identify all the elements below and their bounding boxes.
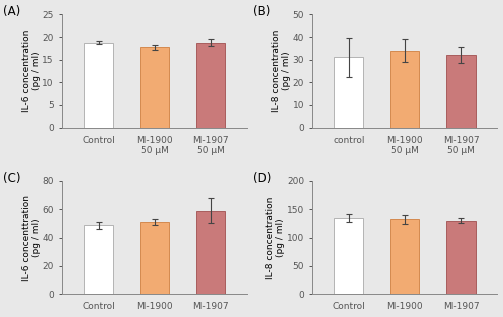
Bar	[334, 218, 363, 294]
Bar	[390, 219, 420, 294]
Text: (D): (D)	[253, 172, 272, 185]
Y-axis label: IL-6 concenttration
(pg / ml): IL-6 concenttration (pg / ml)	[22, 195, 41, 281]
Bar	[334, 57, 363, 128]
Y-axis label: IL-8 concentration
(pg / ml): IL-8 concentration (pg / ml)	[266, 196, 285, 279]
Bar	[84, 42, 113, 128]
Text: (C): (C)	[3, 172, 21, 185]
Bar	[446, 55, 475, 128]
Text: (A): (A)	[3, 5, 20, 18]
Bar	[196, 42, 225, 128]
Bar	[390, 51, 420, 128]
Y-axis label: IL-6 concentration
(pg / ml): IL-6 concentration (pg / ml)	[22, 30, 41, 112]
Bar	[140, 222, 170, 294]
Y-axis label: IL-8 concentration
(pg / ml): IL-8 concentration (pg / ml)	[272, 30, 291, 112]
Bar	[84, 225, 113, 294]
Text: (B): (B)	[253, 5, 271, 18]
Bar	[196, 210, 225, 294]
Bar	[446, 221, 475, 294]
Bar	[140, 47, 170, 128]
